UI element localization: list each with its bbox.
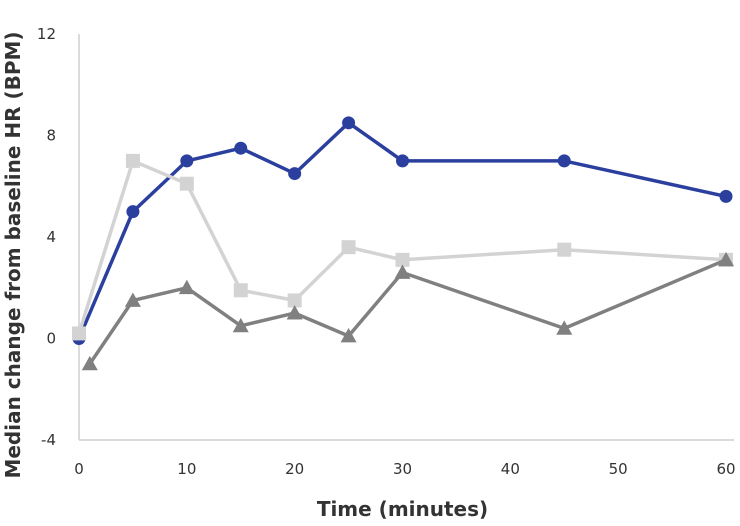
x-tick-label: 40 xyxy=(501,460,520,478)
x-tick-label: 20 xyxy=(285,460,304,478)
data-point xyxy=(718,251,734,267)
y-tick-label: 0 xyxy=(46,330,56,348)
series-3 xyxy=(81,251,734,371)
y-tick-label: 12 xyxy=(37,25,56,43)
data-point xyxy=(341,240,356,255)
data-point xyxy=(719,189,733,203)
x-tick-label: 60 xyxy=(716,460,735,478)
data-point xyxy=(180,154,194,168)
data-point xyxy=(340,327,357,343)
data-point xyxy=(288,167,302,181)
series-group xyxy=(72,116,734,371)
data-point xyxy=(124,292,141,307)
data-point xyxy=(232,317,249,333)
y-tick-label: -4 xyxy=(41,431,56,449)
x-tick-labels: 0 10 20 30 40 50 60 xyxy=(74,460,735,478)
data-point xyxy=(72,326,86,341)
data-point xyxy=(234,141,248,155)
data-point xyxy=(394,264,411,279)
series-2 xyxy=(72,153,733,341)
x-tick-label: 50 xyxy=(609,460,628,478)
data-point xyxy=(125,153,140,168)
data-point xyxy=(81,355,98,371)
y-axis-title: Median change from baseline HR (BPM) xyxy=(1,31,25,478)
data-point xyxy=(126,205,140,219)
data-point xyxy=(286,305,303,320)
x-axis-title: Time (minutes) xyxy=(317,497,488,521)
x-tick-label: 0 xyxy=(74,460,84,478)
data-point xyxy=(556,320,573,335)
data-point xyxy=(396,154,409,168)
data-point xyxy=(395,252,410,267)
y-tick-label: 4 xyxy=(46,228,56,246)
x-tick-label: 10 xyxy=(177,460,196,478)
data-point xyxy=(557,154,571,168)
data-point xyxy=(557,242,572,257)
data-point xyxy=(179,176,194,191)
series-1 xyxy=(72,116,733,345)
axes xyxy=(78,34,734,441)
data-point xyxy=(178,279,195,295)
y-tick-label: 8 xyxy=(46,127,56,145)
x-tick-label: 30 xyxy=(393,460,412,478)
series-line xyxy=(77,159,727,334)
y-tick-labels: -4 0 4 8 12 xyxy=(37,25,56,449)
data-point xyxy=(233,283,248,298)
data-point xyxy=(342,116,356,130)
data-point xyxy=(287,293,302,308)
